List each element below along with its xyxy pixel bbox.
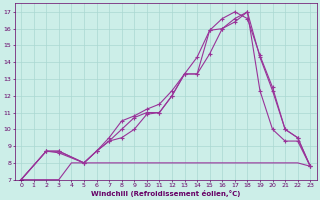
X-axis label: Windchill (Refroidissement éolien,°C): Windchill (Refroidissement éolien,°C) <box>91 190 240 197</box>
